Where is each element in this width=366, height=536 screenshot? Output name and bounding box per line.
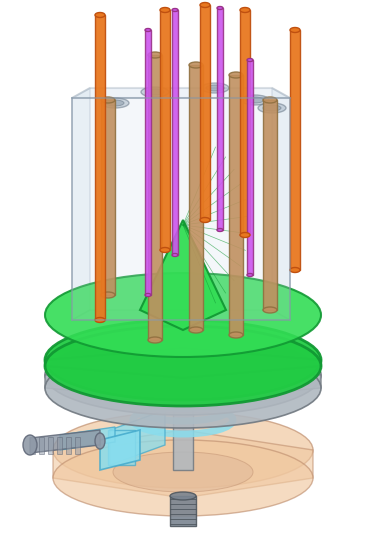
- Polygon shape: [60, 427, 115, 450]
- Ellipse shape: [23, 435, 37, 455]
- Polygon shape: [30, 430, 100, 453]
- Ellipse shape: [101, 97, 115, 103]
- Polygon shape: [53, 430, 313, 498]
- Ellipse shape: [201, 83, 229, 93]
- Polygon shape: [172, 10, 178, 255]
- Polygon shape: [95, 15, 105, 320]
- Ellipse shape: [290, 267, 300, 272]
- Ellipse shape: [45, 348, 321, 428]
- Polygon shape: [72, 88, 90, 320]
- Ellipse shape: [258, 103, 286, 113]
- Ellipse shape: [247, 58, 253, 62]
- Polygon shape: [75, 437, 80, 454]
- Polygon shape: [189, 65, 203, 330]
- Ellipse shape: [148, 337, 162, 343]
- Ellipse shape: [240, 8, 250, 12]
- Polygon shape: [173, 390, 193, 470]
- Ellipse shape: [113, 452, 253, 492]
- Ellipse shape: [229, 72, 243, 78]
- Polygon shape: [100, 430, 140, 470]
- Ellipse shape: [148, 52, 162, 58]
- Ellipse shape: [263, 307, 277, 313]
- Polygon shape: [263, 100, 277, 310]
- Polygon shape: [272, 88, 290, 320]
- Ellipse shape: [246, 97, 264, 103]
- Ellipse shape: [160, 248, 170, 252]
- Polygon shape: [30, 437, 35, 454]
- Ellipse shape: [45, 326, 321, 406]
- Polygon shape: [45, 348, 321, 378]
- Ellipse shape: [53, 412, 313, 488]
- Ellipse shape: [53, 440, 313, 516]
- Polygon shape: [145, 30, 151, 295]
- Ellipse shape: [95, 12, 105, 18]
- Ellipse shape: [95, 433, 105, 449]
- Ellipse shape: [172, 9, 178, 11]
- Ellipse shape: [189, 62, 203, 68]
- Polygon shape: [229, 75, 243, 335]
- Ellipse shape: [145, 294, 151, 296]
- Polygon shape: [140, 220, 226, 330]
- Ellipse shape: [263, 105, 281, 111]
- Polygon shape: [170, 496, 196, 526]
- Ellipse shape: [247, 273, 253, 277]
- Ellipse shape: [240, 233, 250, 237]
- Polygon shape: [57, 437, 62, 454]
- Ellipse shape: [241, 95, 269, 105]
- Ellipse shape: [170, 492, 196, 500]
- Polygon shape: [160, 10, 170, 250]
- Polygon shape: [110, 410, 165, 465]
- Ellipse shape: [200, 3, 210, 8]
- Ellipse shape: [101, 292, 115, 298]
- Polygon shape: [48, 437, 53, 454]
- Ellipse shape: [95, 317, 105, 323]
- Ellipse shape: [263, 97, 277, 103]
- Ellipse shape: [45, 320, 321, 400]
- Polygon shape: [66, 437, 71, 454]
- Polygon shape: [72, 88, 290, 98]
- Ellipse shape: [101, 98, 129, 108]
- Ellipse shape: [160, 8, 170, 12]
- Polygon shape: [101, 100, 115, 295]
- Polygon shape: [72, 98, 290, 320]
- Polygon shape: [148, 55, 162, 340]
- Ellipse shape: [141, 87, 169, 97]
- Ellipse shape: [200, 218, 210, 222]
- Polygon shape: [39, 437, 44, 454]
- Ellipse shape: [217, 228, 223, 232]
- Polygon shape: [240, 10, 250, 235]
- Ellipse shape: [145, 28, 151, 32]
- Ellipse shape: [290, 27, 300, 33]
- Ellipse shape: [45, 335, 321, 415]
- Ellipse shape: [45, 273, 321, 357]
- Polygon shape: [108, 430, 135, 465]
- Ellipse shape: [229, 332, 243, 338]
- Polygon shape: [217, 8, 223, 230]
- Ellipse shape: [172, 254, 178, 257]
- Ellipse shape: [189, 327, 203, 333]
- Polygon shape: [247, 60, 253, 275]
- Ellipse shape: [106, 100, 124, 106]
- Polygon shape: [45, 363, 321, 400]
- Ellipse shape: [217, 6, 223, 10]
- Polygon shape: [290, 30, 300, 270]
- Polygon shape: [72, 310, 290, 320]
- Ellipse shape: [146, 89, 164, 95]
- Ellipse shape: [206, 85, 224, 91]
- Polygon shape: [200, 5, 210, 220]
